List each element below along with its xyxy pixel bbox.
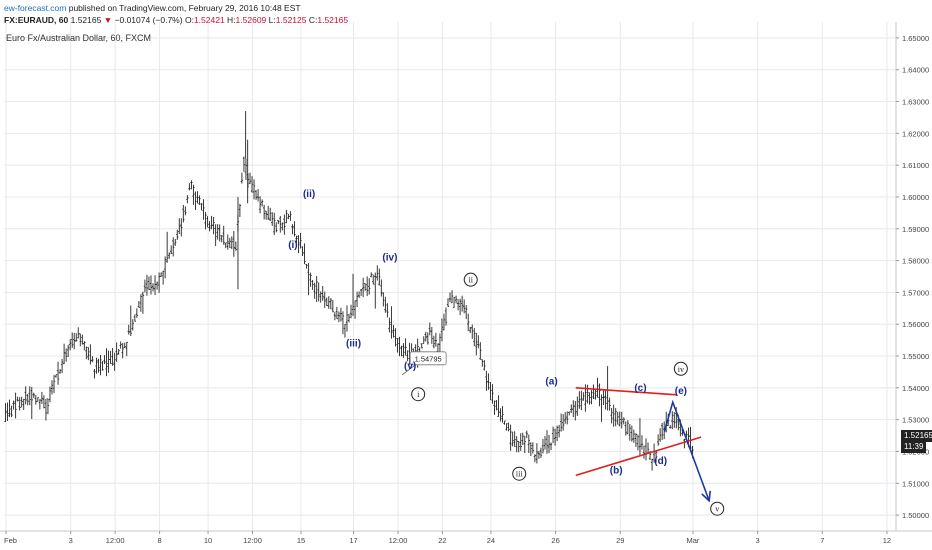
circled-label-ring — [512, 466, 527, 481]
open-label: O: — [184, 15, 194, 25]
last-price: 1.52165 — [70, 15, 102, 25]
projection-arrowhead — [701, 490, 712, 503]
price-tick-label: 1.62000 — [902, 129, 929, 138]
triangle-trendlines — [575, 387, 702, 477]
price-callout: 1.54795 — [401, 351, 447, 376]
close-value: 1.52165 — [317, 15, 349, 25]
circled-label-ring — [673, 361, 688, 376]
price-tick-label: 1.57000 — [902, 288, 929, 297]
wave-label: (b) — [610, 466, 623, 477]
high-value: 1.52609 — [235, 15, 267, 25]
circled-wave-label: ii — [468, 276, 473, 285]
callout-value: 1.54795 — [415, 354, 442, 363]
time-tick-label: 12:00 — [106, 536, 125, 545]
instrument-title: Euro Fx/Australian Dollar, 60, FXCM — [6, 33, 152, 43]
time-tick-label: 12:00 — [243, 536, 262, 545]
circled-wave-label: i — [417, 390, 420, 399]
callout-box — [409, 351, 447, 366]
price-tick-label: 1.50000 — [902, 511, 929, 520]
close-label: C: — [308, 15, 318, 25]
publish-line: ew-forecast.com published on TradingView… — [4, 2, 604, 14]
price-axis: 1.500001.510001.520001.530001.540001.550… — [896, 34, 929, 520]
time-tick-label: 3 — [69, 536, 73, 545]
wave-label: (d) — [654, 456, 667, 467]
wave-label: (a) — [545, 377, 557, 388]
price-tick-label: 1.60000 — [902, 193, 929, 202]
change-value: −0.01074 (−0.7%) — [114, 15, 183, 25]
price-tick-label: 1.53000 — [902, 416, 929, 425]
wave-label: (iii) — [346, 338, 361, 349]
time-tick-label: 10 — [204, 536, 212, 545]
price-tick-label: 1.58000 — [902, 257, 929, 266]
high-label: H: — [227, 15, 236, 25]
time-tick-label: 17 — [349, 536, 357, 545]
price-tick-label: 1.61000 — [902, 161, 929, 170]
wave-label: (ii) — [303, 189, 315, 200]
open-value: 1.52421 — [193, 15, 225, 25]
last-price-tag: 1.52165 — [901, 430, 932, 442]
down-arrow-icon: ▼ — [103, 15, 113, 25]
price-tick-label: 1.63000 — [902, 98, 929, 107]
quote-line: FX:EURAUD, 60 1.52165 ▼ −0.01074 (−0.7%)… — [4, 14, 604, 26]
circled-label-ring — [710, 501, 725, 516]
chart-header: ew-forecast.com published on TradingView… — [4, 2, 604, 26]
price-tick-label: 1.65000 — [902, 34, 929, 43]
price-bars — [4, 111, 694, 471]
time-tick-label: 22 — [438, 536, 446, 545]
time-tick-label: 8 — [157, 536, 161, 545]
time-tick-label: 3 — [756, 536, 760, 545]
time-tick-label: 29 — [616, 536, 624, 545]
published-text: published on TradingView.com, February 2… — [66, 3, 301, 13]
wave-label: (v) — [404, 361, 416, 372]
price-tick-label: 1.59000 — [902, 225, 929, 234]
symbol-label: FX:EURAUD, 60 — [4, 15, 69, 25]
time-tick-label: 24 — [487, 536, 495, 545]
time-tick-label: 15 — [297, 536, 305, 545]
wave-label: (e) — [675, 386, 687, 397]
wave-label: (iv) — [382, 253, 397, 264]
circled-wave-label: iii — [516, 470, 523, 479]
site-link[interactable]: ew-forecast.com — [4, 3, 67, 13]
time-tick-label: Feb — [4, 536, 17, 545]
circled-wave-label: v — [715, 505, 719, 514]
circled-label-ring — [411, 387, 426, 402]
low-label: L: — [268, 15, 276, 25]
projection-line — [663, 399, 710, 502]
time-axis: Feb 3 12:00 8 10 12:00 15 17 12:00 22 24 26 29 Mar 3 7 1… — [4, 531, 891, 545]
price-tick-label: 1.56000 — [902, 320, 929, 329]
circled-label-ring — [463, 272, 478, 287]
wave-labels: (i)(ii)(iii)(iv)(v)(a)(b)(c)(d)(e)iiiiii… — [288, 189, 725, 516]
countdown-tag: 11:39 — [901, 441, 927, 453]
price-tick-label: 1.54000 — [902, 384, 929, 393]
low-value: 1.52125 — [275, 15, 307, 25]
time-tick-label: 12 — [883, 536, 891, 545]
time-tick-label: 26 — [551, 536, 559, 545]
price-tick-label: 1.55000 — [902, 352, 929, 361]
wave-label: (i) — [288, 240, 297, 251]
trendline — [575, 436, 702, 477]
time-tick-label: 12:00 — [389, 536, 408, 545]
circled-wave-label: iv — [678, 365, 684, 374]
projection-path — [663, 399, 712, 503]
grid-lines — [4, 22, 896, 531]
time-tick-label: Mar — [687, 536, 700, 545]
price-tick-label: 1.64000 — [902, 66, 929, 75]
time-tick-label: 7 — [820, 536, 824, 545]
price-tick-label: 1.51000 — [902, 479, 929, 488]
wave-label: (c) — [634, 383, 646, 394]
trendline — [575, 387, 677, 396]
